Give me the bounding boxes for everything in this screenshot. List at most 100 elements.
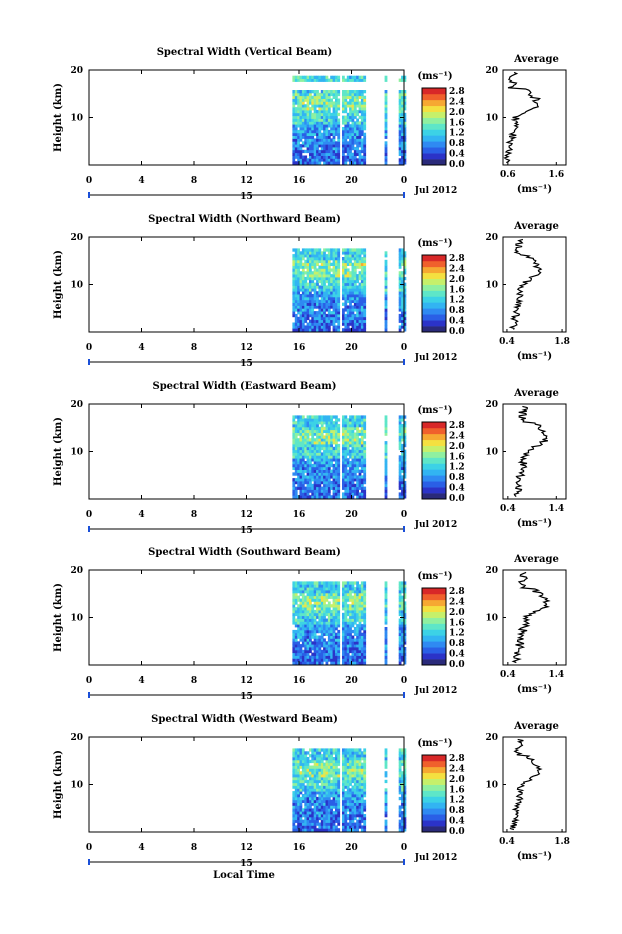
- heatmap-cell: [294, 446, 298, 451]
- heatmap-cell: [306, 604, 310, 608]
- heatmap-cell: [306, 635, 310, 639]
- heatmap-cell: [292, 299, 296, 303]
- heatmap-cell: [342, 152, 345, 156]
- heatmap-cell: [346, 438, 350, 442]
- heatmap-cell: [323, 438, 326, 442]
- y-tick-label: 10: [70, 781, 83, 791]
- heatmap-cell: [304, 308, 308, 312]
- heatmap-cell: [346, 825, 350, 829]
- heatmap-cell: [320, 282, 324, 286]
- heatmap-cell: [330, 152, 333, 156]
- heatmap-cell: [323, 618, 326, 622]
- heatmap-cell: [297, 291, 300, 295]
- heatmap-cell: [349, 251, 352, 255]
- heatmap-cell: [356, 443, 359, 448]
- heatmap-cell: [292, 598, 296, 602]
- heatmap-cell: [304, 288, 308, 292]
- panel-title: Spectral Width (Vertical Beam): [157, 47, 333, 58]
- heatmap-cell: [401, 271, 404, 275]
- heatmap-cell: [327, 112, 331, 117]
- heatmap-cell: [349, 469, 352, 473]
- heatmap-cell: [337, 121, 341, 125]
- heatmap-cell: [323, 141, 326, 145]
- heatmap-cell: [311, 627, 315, 631]
- heatmap-cell: [351, 251, 355, 255]
- heatmap-cell: [299, 587, 303, 591]
- heatmap-cell: [294, 461, 298, 465]
- heatmap-cell: [311, 472, 315, 476]
- heatmap-cell: [358, 421, 362, 425]
- heatmap-cell: [299, 644, 303, 648]
- heatmap-cell: [351, 98, 355, 102]
- heatmap-cell: [306, 424, 310, 428]
- heatmap-cell: [292, 478, 296, 482]
- heatmap-cell: [332, 649, 336, 654]
- heatmap-cell: [332, 478, 336, 482]
- heatmap-cell: [309, 311, 312, 315]
- heatmap-cell: [363, 644, 367, 648]
- heatmap-cell: [299, 609, 303, 614]
- heatmap-cell: [349, 751, 352, 755]
- heatmap-cell: [320, 443, 324, 448]
- heatmap-cell: [342, 308, 345, 312]
- heatmap-cell: [297, 469, 300, 473]
- heatmap-cell: [309, 661, 312, 665]
- heatmap-cell: [327, 262, 331, 266]
- heatmap-cell: [344, 129, 348, 134]
- heatmap-cell: [358, 305, 362, 309]
- heatmap-cell: [403, 661, 407, 665]
- heatmap-cell: [301, 313, 305, 318]
- heatmap-cell: [403, 107, 407, 111]
- heatmap-cell: [360, 615, 364, 619]
- heatmap-cell: [292, 644, 296, 648]
- heatmap-cell: [358, 604, 362, 608]
- heatmap-cell: [344, 257, 348, 261]
- heatmap-cell: [356, 421, 359, 425]
- heatmap-cell: [401, 489, 404, 493]
- heatmap-cell: [320, 152, 324, 156]
- heatmap-cell: [353, 785, 357, 789]
- heatmap-cell: [316, 771, 319, 775]
- heatmap-cell: [335, 644, 338, 648]
- heatmap-cell: [332, 627, 336, 631]
- x-tick-label: 20: [345, 343, 358, 353]
- heatmap-cell: [349, 590, 352, 594]
- heatmap-cell: [313, 415, 317, 419]
- heatmap-cell: [356, 294, 359, 298]
- heatmap-cell: [318, 762, 322, 766]
- heatmap-cell: [403, 90, 407, 94]
- heatmap-cell: [292, 751, 296, 755]
- heatmap-cell: [344, 426, 348, 431]
- heatmap-cell: [353, 765, 357, 769]
- heatmap-cell: [363, 446, 367, 451]
- heatmap-cell: [403, 294, 407, 298]
- heatmap-cell: [306, 325, 310, 329]
- y-tick-label: 20: [70, 566, 83, 576]
- heatmap-cell: [323, 325, 326, 329]
- panel-title: Spectral Width (Southward Beam): [148, 547, 341, 558]
- heatmap-cell: [306, 649, 310, 654]
- heatmap-cell: [353, 609, 357, 614]
- heatmap-cell: [301, 635, 305, 639]
- heatmap-cell: [299, 658, 303, 662]
- heatmap-cell: [320, 432, 324, 436]
- heatmap-cell: [297, 325, 300, 329]
- x-tick-label: 16: [293, 343, 306, 353]
- heatmap-cell: [301, 581, 305, 585]
- heatmap-cell: [323, 587, 326, 591]
- heatmap-cell: [358, 107, 362, 111]
- heatmap-cell: [299, 757, 303, 761]
- heatmap-cell: [311, 311, 315, 315]
- heatmap-cell: [301, 316, 305, 321]
- heatmap-cell: [297, 475, 300, 479]
- heatmap-cell: [292, 121, 296, 125]
- heatmap-cell: [344, 291, 348, 295]
- heatmap-cell: [330, 647, 333, 651]
- heatmap-cell: [398, 421, 402, 425]
- heatmap-cell: [349, 483, 352, 488]
- colorbar-swatch: [422, 255, 446, 262]
- heatmap-cell: [384, 251, 388, 255]
- heatmap-cell: [292, 779, 296, 784]
- heatmap-cell: [318, 104, 322, 108]
- heatmap-cell: [384, 584, 388, 588]
